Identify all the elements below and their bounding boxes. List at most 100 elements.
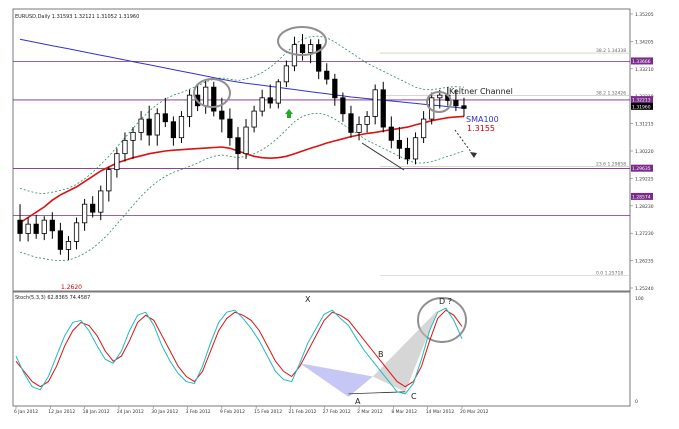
candle-body-47 — [396, 139, 403, 149]
candle-body-55 — [461, 105, 467, 109]
price-panel-title: EURUSD,Daily 1.31593 1.32121 1.31052 1.3… — [15, 14, 139, 20]
candle-body-20 — [178, 116, 185, 139]
keltner-channel-label: Keltner Channel — [449, 87, 513, 96]
x-tick-label-13: 20 Mar 2012 — [460, 409, 489, 415]
candle-body-24 — [211, 86, 217, 112]
candle-body-21 — [186, 94, 193, 117]
candle-body-29 — [251, 110, 257, 128]
projection-arrowhead-icon — [470, 152, 477, 158]
candle-body-2 — [33, 223, 39, 234]
candle-body-44 — [372, 89, 378, 117]
up-arrow-icon — [285, 109, 293, 118]
candle-body-52 — [437, 94, 443, 99]
keltner-upper-line — [19, 35, 465, 195]
price-tag-box-4 — [631, 192, 653, 200]
stoch-main-line — [15, 307, 463, 395]
y-tick-label-5: 1.30220 — [635, 149, 654, 155]
axis-labels: 1.352051.342051.332101.322101.312151.302… — [14, 12, 654, 415]
y-tick-label-4: 1.31215 — [635, 122, 654, 128]
candle-body-36 — [307, 44, 314, 53]
candle-body-35 — [299, 44, 306, 53]
candles — [17, 33, 467, 261]
candle-body-37 — [316, 44, 322, 72]
x-tick-label-11: 8 Mar 2012 — [391, 409, 417, 415]
stoch-y-tick-0: 100 — [635, 296, 644, 302]
x-tick-label-0: 6 Jan 2012 — [14, 409, 38, 415]
projection-arrow — [454, 129, 475, 157]
candle-body-19 — [170, 121, 177, 139]
price-tag-box-1 — [631, 96, 653, 104]
candle-body-38 — [324, 70, 330, 80]
highlight-ellipse-2 — [277, 26, 327, 56]
price-tag-label-2: 1.31960 — [632, 104, 651, 110]
candle-body-27 — [235, 137, 241, 155]
price-tag-box-0 — [631, 57, 653, 65]
stoch-panel-frame — [12, 291, 631, 407]
x-tick-label-8: 21 Feb 2012 — [288, 409, 316, 415]
candle-body-31 — [267, 97, 273, 104]
candle-body-4 — [49, 219, 55, 232]
price-tag-label-1: 1.32213 — [632, 98, 651, 104]
stoch-panel-title: Stoch(5,3,3) 62.8365 74.4587 — [15, 295, 90, 301]
fib-labels: 38.2 1.34338 38.2 1.32426 23.6 1.29858 0.0 … — [380, 48, 630, 276]
stoch-label-x: X — [305, 295, 311, 304]
candle-body-45 — [380, 89, 386, 128]
stoch-label-c: C — [411, 392, 417, 401]
price-tag-label-4: 1.28574 — [632, 194, 651, 200]
keltner-channel — [19, 35, 465, 262]
price-tag-box-2 — [631, 102, 653, 110]
highlight-ellipse-stoch — [417, 297, 467, 343]
candle-body-41 — [348, 113, 354, 133]
fib-label-0: 38.2 1.34338 — [596, 48, 626, 54]
price-tag-box-3 — [631, 164, 653, 172]
sma100-line — [19, 38, 465, 109]
trend-line — [361, 142, 405, 171]
y-tick-label-2: 1.33210 — [635, 67, 654, 73]
candle-body-7 — [73, 222, 80, 242]
sma100-value: 1.3155 — [467, 124, 495, 133]
candle-body-42 — [356, 123, 362, 133]
candle-body-23 — [203, 86, 209, 107]
y-tick-label-7: 1.28230 — [635, 204, 654, 210]
candle-body-3 — [41, 219, 47, 234]
candle-body-9 — [90, 203, 96, 213]
candle-body-49 — [412, 137, 419, 160]
low-price-label: 1.2620 — [61, 284, 82, 291]
candle-body-13 — [122, 139, 128, 155]
candle-body-46 — [388, 126, 394, 141]
keltner-lower-line — [19, 112, 465, 262]
candle-body-26 — [227, 118, 233, 139]
sma100-label: SMA100 — [466, 115, 499, 124]
candle-body-48 — [404, 147, 411, 160]
x-tick-label-4: 30 Jan 2012 — [151, 409, 178, 415]
y-tick-label-8: 1.27230 — [635, 231, 654, 237]
candle-body-54 — [453, 100, 459, 107]
candle-body-39 — [332, 78, 338, 99]
candle-body-40 — [340, 97, 346, 115]
x-tick-label-7: 15 Feb 2012 — [254, 409, 282, 415]
harmonic-ac-line — [348, 391, 406, 395]
highlight-ellipse-1 — [193, 78, 231, 108]
candle-body-10 — [98, 190, 104, 213]
x-tick-label-5: 3 Feb 2012 — [186, 409, 211, 415]
candle-body-32 — [275, 81, 281, 104]
candle-body-30 — [259, 97, 265, 112]
sma100-path — [19, 38, 465, 109]
x-tick-label-3: 24 Jan 2012 — [117, 409, 144, 415]
stoch-label-a: A — [355, 397, 361, 406]
candle-body-33 — [283, 65, 290, 83]
candle-body-43 — [364, 116, 370, 125]
candle-body-16 — [146, 118, 152, 136]
candle-body-8 — [81, 203, 88, 224]
harmonic-xab-region — [299, 363, 373, 397]
stochastic-lines — [15, 307, 463, 395]
x-tick-label-1: 12 Jan 2012 — [48, 409, 75, 415]
price-panel-frame — [12, 8, 631, 292]
x-tick-label-6: 9 Feb 2012 — [220, 409, 245, 415]
x-tick-label-9: 27 Feb 2012 — [323, 409, 351, 415]
candle-body-5 — [57, 230, 64, 250]
price-tag-label-0: 1.33666 — [632, 59, 651, 65]
candle-body-25 — [219, 110, 225, 120]
